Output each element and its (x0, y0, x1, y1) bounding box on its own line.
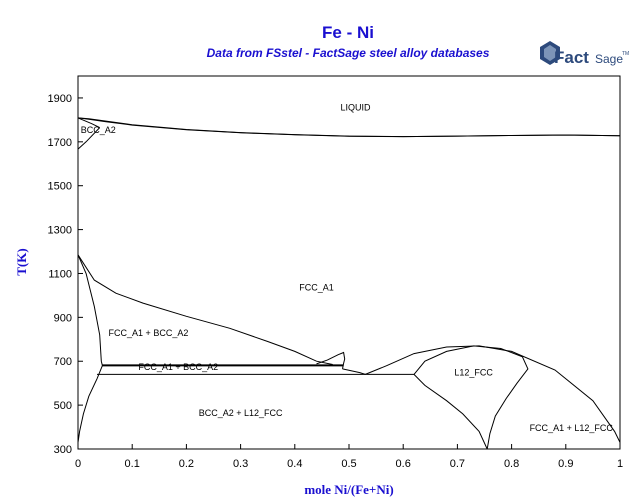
x-axis-title: mole Ni/(Fe+Ni) (304, 482, 393, 497)
x-tick-label: 0.4 (287, 458, 302, 470)
x-tick-label: 1 (617, 458, 623, 470)
region-label: LIQUID (340, 102, 371, 112)
x-tick-label: 0 (75, 458, 81, 470)
boundary-gamma-alpha-right (77, 254, 333, 365)
y-axis-title: T(K) (14, 248, 29, 275)
chart-title: Fe - Ni (322, 23, 374, 42)
boundary-solidus (77, 117, 621, 138)
logo-text-sub: Sage (595, 52, 623, 66)
boundary-l12-boundary-lower (413, 374, 488, 450)
logo-text-main: Fact (554, 48, 589, 67)
boundary-l12-boundary-left (413, 345, 529, 450)
chart-subtitle: Data from FSstel - FactSage steel alloy … (207, 46, 490, 60)
boundary-delta-loop-lower (77, 127, 101, 150)
x-tick-label: 0.7 (450, 458, 465, 470)
boundary-miscibility-gap (316, 351, 346, 369)
x-tick-label: 0.1 (125, 458, 140, 470)
x-tick-label: 0.2 (179, 458, 194, 470)
region-label: FCC_A1 + BCC_A2 (138, 362, 218, 372)
factsage-logo-icon: Fact Sage TM (540, 41, 629, 67)
phase-boundaries (77, 117, 621, 450)
y-tick-label: 700 (54, 356, 72, 368)
x-axis: 0 0.1 0.2 0.3 0.4 0.5 0.6 0.7 0.8 0.9 1 (75, 444, 623, 470)
y-tick-label: 1900 (48, 93, 72, 105)
y-tick-label: 300 (54, 444, 72, 456)
region-label: FCC_A1 (299, 283, 334, 293)
region-label: BCC_A2 (81, 125, 116, 135)
y-tick-label: 1300 (48, 225, 72, 237)
y-tick-label: 500 (54, 400, 72, 412)
y-tick-label: 1700 (48, 137, 72, 149)
y-axis: 300 500 700 900 1100 1300 1500 1700 1900 (48, 93, 83, 456)
region-label: FCC_A1 + L12_FCC (530, 423, 614, 433)
y-tick-label: 1100 (48, 268, 72, 280)
y-tick-label: 900 (54, 312, 72, 324)
region-label: FCC_A1 + BCC_A2 (109, 328, 189, 338)
region-label: BCC_A2 + L12_FCC (199, 408, 283, 418)
x-tick-label: 0.5 (341, 458, 356, 470)
x-tick-label: 0.3 (233, 458, 248, 470)
region-label: L12_FCC (454, 368, 493, 378)
boundary-alpha-boundary-low (77, 365, 103, 443)
phase-region-labels: LIQUID BCC_A2 FCC_A1 FCC_A1 + BCC_A2 FCC_A1 … (81, 102, 614, 432)
boundary-fcc-dip (342, 368, 366, 375)
x-tick-label: 0.8 (504, 458, 519, 470)
boundary-gamma-alpha-left (77, 254, 103, 366)
y-tick-label: 1500 (48, 181, 72, 193)
boundary-miscibility-dome (365, 345, 621, 443)
plot-frame (77, 75, 621, 450)
boundary-delta-loop-upper (77, 117, 100, 129)
logo-trademark: TM (622, 51, 629, 57)
x-tick-label: 0.9 (558, 458, 573, 470)
x-tick-label: 0.6 (396, 458, 411, 470)
